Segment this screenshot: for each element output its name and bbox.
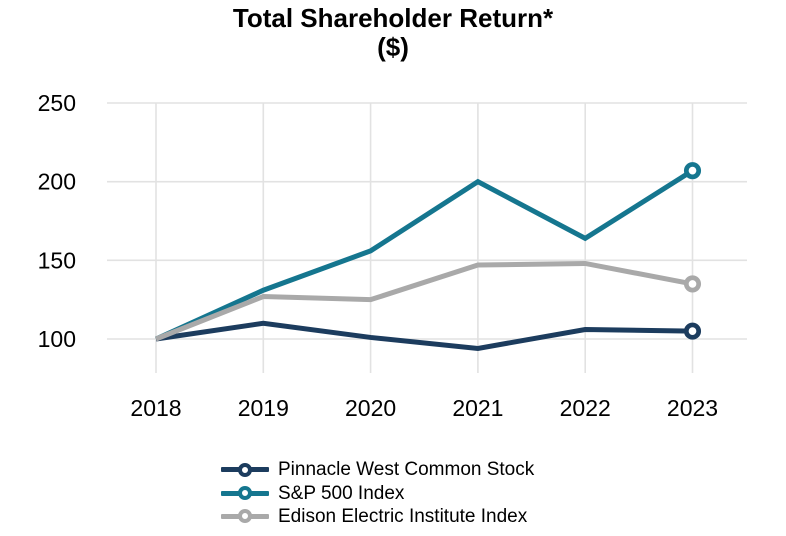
- y-axis-tick-label: 200: [38, 169, 76, 195]
- legend-label: Pinnacle West Common Stock: [278, 459, 535, 481]
- x-axis-tick-label: 2022: [560, 395, 611, 421]
- legend-ring-icon: [238, 462, 252, 477]
- legend-marker-icon: [221, 508, 269, 524]
- x-axis-tick-label: 2020: [345, 395, 396, 421]
- y-axis-tick-label: 100: [38, 326, 76, 352]
- legend-marker-icon: [221, 485, 269, 501]
- legend-marker-icon: [221, 462, 269, 478]
- series-end-marker-icon-1: [683, 162, 702, 180]
- series-line-1: [154, 168, 694, 342]
- series-line-2: [155, 260, 693, 342]
- x-axis-tick-label: 2018: [130, 395, 181, 421]
- x-axis-tick-label: 2019: [238, 395, 289, 421]
- series-line-0: [155, 320, 693, 351]
- y-axis-tick-label: 150: [38, 247, 76, 273]
- legend-item: Pinnacle West Common Stock: [221, 458, 534, 481]
- series-end-marker-icon-2: [683, 275, 702, 293]
- series-end-marker-icon-0: [683, 322, 702, 340]
- x-axis-tick-label: 2021: [452, 395, 503, 421]
- legend-label: Edison Electric Institute Index: [278, 505, 528, 527]
- chart-subtitle: ($): [377, 32, 409, 62]
- legend-ring-icon: [238, 486, 252, 501]
- legend-ring-icon: [238, 509, 252, 524]
- chart-title: Total Shareholder Return*: [232, 3, 554, 33]
- x-axis-tick-label: 2023: [667, 395, 718, 421]
- legend-item: S&P 500 Index: [221, 481, 534, 504]
- chart-legend: Pinnacle West Common Stock S&P 500 Index E…: [221, 458, 534, 528]
- legend-label: S&P 500 Index: [278, 482, 405, 504]
- y-axis-tick-label: 250: [38, 90, 76, 116]
- legend-item: Edison Electric Institute Index: [221, 505, 534, 528]
